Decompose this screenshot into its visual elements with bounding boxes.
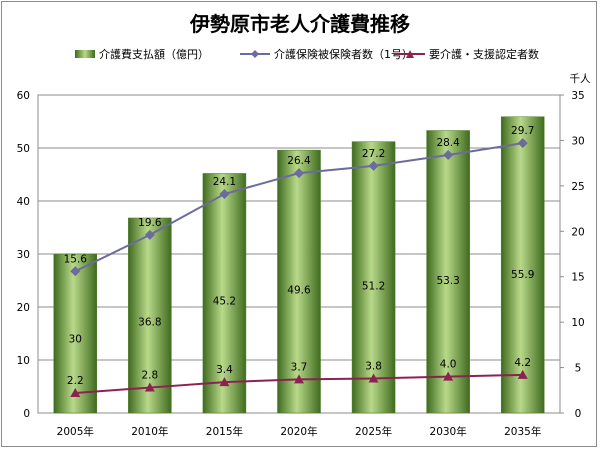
bar — [202, 173, 247, 414]
bar — [500, 116, 545, 414]
legend-label-insured: 介護保険被保険者数（1号） — [274, 47, 413, 61]
bar-data-label: 55.9 — [511, 269, 534, 281]
x-axis-tick-label: 2015年 — [206, 425, 243, 438]
insured-data-label: 29.7 — [511, 125, 534, 137]
certified-point — [368, 373, 379, 383]
insured-data-label: 28.4 — [436, 137, 460, 149]
insured-point — [368, 160, 379, 171]
insured-point — [144, 229, 155, 240]
bar-data-label: 53.3 — [436, 275, 459, 287]
right-axis-tick-label: 0 — [575, 408, 582, 420]
legend-label-certified: 要介護・支援認定者数 — [429, 47, 539, 61]
legend-diamond-marker — [251, 50, 259, 58]
x-axis-tick-label: 2035年 — [504, 425, 541, 438]
left-axis-tick-label: 10 — [17, 355, 30, 367]
right-axis-tick-label: 15 — [571, 272, 584, 284]
certified-point — [70, 388, 81, 398]
bar — [53, 253, 98, 414]
right-axis-tick-label: 5 — [575, 363, 582, 375]
x-axis-tick-label: 2020年 — [280, 425, 317, 438]
certified-data-label: 3.4 — [216, 364, 233, 376]
right-axis-tick-label: 30 — [571, 135, 584, 147]
certified-data-label: 2.2 — [67, 375, 84, 387]
certified-point — [517, 369, 528, 379]
bar-data-label: 51.2 — [362, 280, 385, 292]
insured-point — [70, 266, 81, 277]
certified-point — [219, 377, 230, 387]
legend-label-payment: 介護費支払額（億円） — [99, 47, 209, 61]
insured-point — [517, 138, 528, 149]
bar-data-label: 36.8 — [138, 316, 161, 328]
left-axis-tick-label: 40 — [17, 196, 30, 208]
bar — [426, 130, 470, 414]
right-axis-unit: 千人 — [570, 73, 591, 85]
left-axis-tick-label: 20 — [17, 302, 30, 314]
right-axis-tick-label: 25 — [571, 181, 584, 193]
insured-data-label: 15.6 — [64, 253, 88, 265]
left-axis-tick-label: 60 — [17, 90, 30, 102]
bar — [351, 141, 396, 414]
insured-data-label: 26.4 — [287, 155, 311, 167]
bar — [128, 217, 172, 414]
legend-triangle-marker — [406, 50, 414, 58]
legend-bar-swatch — [75, 50, 95, 58]
insured-data-label: 27.2 — [362, 148, 385, 160]
insured-point — [219, 189, 230, 200]
bar-data-label: 30 — [69, 333, 82, 345]
x-axis-tick-label: 2025年 — [355, 425, 392, 438]
right-axis-tick-label: 20 — [571, 226, 584, 238]
bar-data-label: 49.6 — [287, 284, 311, 296]
x-axis-tick-label: 2030年 — [430, 425, 467, 438]
certified-data-label: 2.8 — [142, 370, 159, 382]
insured-point — [443, 149, 454, 160]
insured-data-label: 19.6 — [138, 217, 162, 229]
certified-data-label: 4.0 — [440, 359, 457, 371]
left-axis-tick-label: 50 — [17, 143, 30, 155]
bar — [277, 149, 321, 414]
right-axis-tick-label: 35 — [571, 90, 584, 102]
bar-data-label: 45.2 — [213, 295, 236, 307]
left-axis-tick-label: 30 — [17, 249, 30, 261]
left-axis-tick-label: 0 — [23, 408, 30, 420]
certified-data-label: 3.7 — [291, 361, 308, 373]
x-axis-tick-label: 2005年 — [57, 425, 94, 438]
insured-point — [294, 168, 304, 179]
legend: 介護費支払額（億円） 介護保険被保険者数（1号） 要介護・支援認定者数 — [75, 47, 539, 61]
certified-point — [144, 382, 155, 392]
right-axis-tick-label: 10 — [571, 317, 584, 329]
certified-point — [443, 371, 454, 381]
x-axis-tick-label: 2010年 — [131, 425, 168, 438]
certified-point — [294, 374, 304, 384]
chart-title: 伊勢原市老人介護費推移 — [189, 12, 410, 36]
plot-area: 0 10 20 30 40 50 60 0 5 10 15 20 25 30 35 2005年 2010年 201… — [17, 90, 585, 438]
insured-data-label: 24.1 — [213, 176, 236, 188]
certified-data-label: 3.8 — [365, 360, 382, 372]
certified-data-label: 4.2 — [514, 357, 531, 369]
